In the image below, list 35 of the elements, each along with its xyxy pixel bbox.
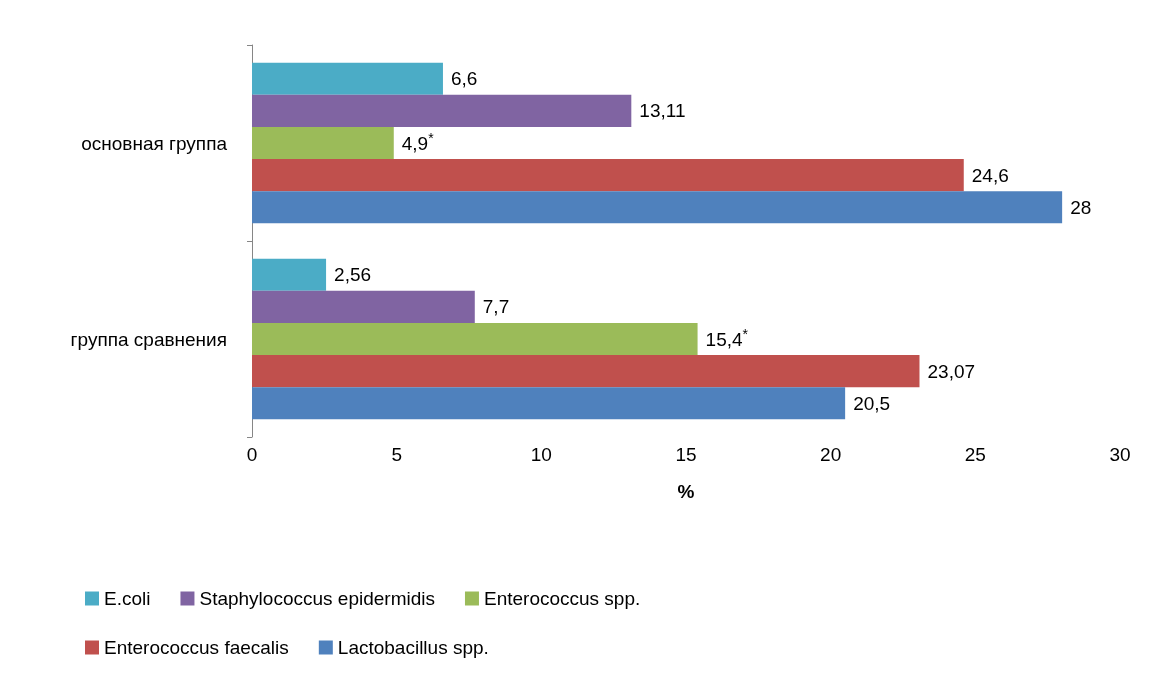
data-label: 4,9* xyxy=(401,130,435,154)
data-label: 13,11 xyxy=(639,100,686,122)
x-tick-label: 5 xyxy=(391,444,402,465)
y-tick-label: основная группа xyxy=(81,132,228,154)
data-label: 15,4* xyxy=(705,326,749,350)
legend-label: Enterococcus spp. xyxy=(483,588,641,609)
bar xyxy=(252,290,475,323)
bar xyxy=(252,322,698,356)
legend-label: Enterococcus faecalis xyxy=(104,637,289,658)
bar xyxy=(252,387,846,420)
legend-label: E.coli xyxy=(104,588,151,609)
bar xyxy=(252,94,632,127)
x-tick-label: 0 xyxy=(246,444,258,465)
data-label: 2,56 xyxy=(334,264,372,286)
x-tick-label: 10 xyxy=(530,444,552,465)
bar xyxy=(252,258,327,291)
x-tick-label: 15 xyxy=(675,444,697,465)
bar xyxy=(252,126,394,160)
bar xyxy=(252,191,1063,224)
legend-label: Staphylococcus epidermidis xyxy=(199,588,435,609)
bar xyxy=(252,62,443,95)
data-label: 28 xyxy=(1070,196,1092,218)
data-label: 20,5 xyxy=(853,392,891,414)
legend-label: Lactobacillus spp. xyxy=(337,637,489,658)
bar xyxy=(252,159,964,192)
data-label: 7,7 xyxy=(482,296,510,318)
x-axis-title: % xyxy=(677,481,695,502)
y-tick-label: группа сравнения xyxy=(70,328,227,350)
x-tick-label: 20 xyxy=(820,444,842,465)
x-tick-label: 25 xyxy=(964,444,986,465)
x-tick-label: 30 xyxy=(1109,444,1131,465)
data-label: 24,6 xyxy=(971,164,1009,186)
data-label: 6,6 xyxy=(450,68,478,90)
bar xyxy=(252,355,920,388)
data-label: 23,07 xyxy=(927,360,976,382)
